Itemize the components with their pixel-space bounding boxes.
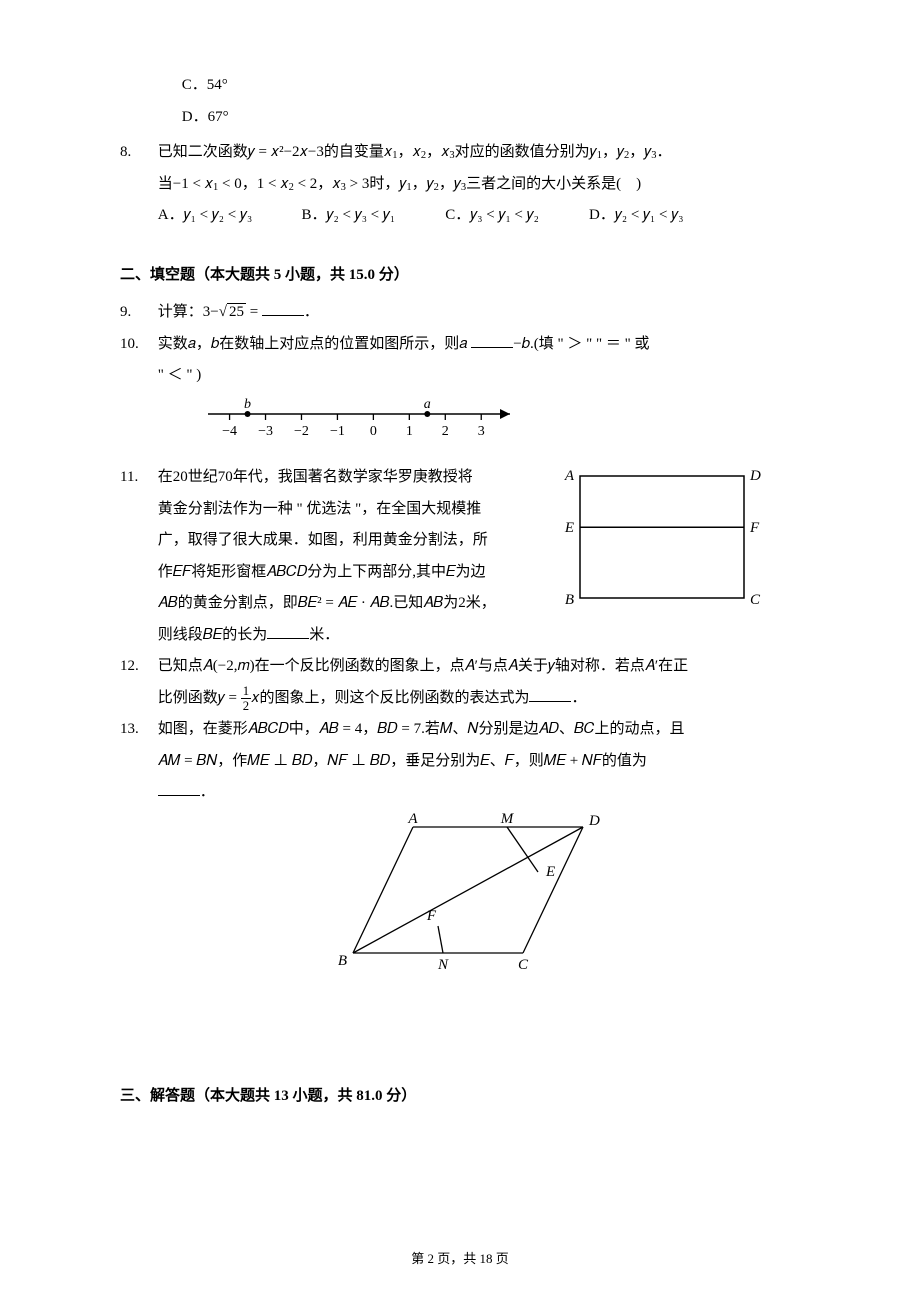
blank-input[interactable] bbox=[158, 780, 200, 796]
svg-text:a: a bbox=[424, 398, 431, 412]
q13-number: 13. bbox=[120, 714, 154, 746]
option-d-text[interactable]: D．67° bbox=[182, 102, 229, 134]
q12-number: 12. bbox=[120, 651, 154, 683]
q8-stem: 已知二次函数𝑦 = 𝑥²−2𝑥−3的自变量𝑥1，𝑥2，𝑥3对应的函数值分别为𝑦1… bbox=[158, 144, 672, 160]
svg-text:B: B bbox=[564, 592, 573, 608]
q10: 10. 实数𝑎，𝑏在数轴上对应点的位置如图所示，则𝑎 −𝑏.(填 " ＞ " "… bbox=[120, 329, 800, 463]
svg-text:C: C bbox=[750, 592, 761, 608]
q10-number: 10. bbox=[120, 329, 154, 361]
svg-text:1: 1 bbox=[406, 424, 413, 439]
svg-text:b: b bbox=[244, 398, 251, 412]
page-footer: 第 2 页，共 18 页 bbox=[0, 1245, 920, 1272]
section-2-title: 二、填空题（本大题共 5 小题，共 15.0 分） bbox=[120, 260, 800, 292]
q10-body: 实数𝑎，𝑏在数轴上对应点的位置如图所示，则𝑎 −𝑏.(填 " ＞ " " ＝ "… bbox=[158, 329, 788, 463]
q8-opt-a[interactable]: A．𝑦₁ < 𝑦₂ < 𝑦₃ bbox=[158, 200, 298, 232]
svg-text:F: F bbox=[749, 520, 760, 536]
svg-text:0: 0 bbox=[370, 424, 377, 439]
svg-text:E: E bbox=[563, 520, 573, 536]
svg-text:−1: −1 bbox=[330, 424, 345, 439]
svg-text:E: E bbox=[545, 864, 555, 880]
svg-text:C: C bbox=[518, 957, 529, 973]
q9-number: 9. bbox=[120, 297, 154, 329]
blank-input[interactable] bbox=[529, 686, 571, 702]
q11-number: 11. bbox=[120, 462, 154, 494]
q7-option-d: D．67° bbox=[120, 102, 800, 134]
q7-option-c: C．54° bbox=[120, 70, 800, 102]
sqrt-icon: √25 bbox=[219, 303, 246, 320]
svg-text:A: A bbox=[407, 813, 418, 827]
svg-text:M: M bbox=[500, 813, 515, 827]
fraction-one-half: 12 bbox=[241, 684, 251, 713]
q9: 9. 计算：3−√25 = ． bbox=[120, 297, 800, 329]
option-c-text[interactable]: C．54° bbox=[182, 70, 228, 102]
svg-text:3: 3 bbox=[477, 424, 484, 439]
q8-options: A．𝑦₁ < 𝑦₂ < 𝑦₃ B．𝑦₂ < 𝑦₃ < 𝑦₁ C．𝑦₃ < 𝑦₁ … bbox=[158, 207, 729, 223]
blank-input[interactable] bbox=[267, 623, 309, 639]
q13-figure: A M D E F B N C bbox=[158, 813, 788, 986]
q13-body: 如图，在菱形𝐴𝐵𝐶𝐷中，𝐴𝐵 = 4，𝐵𝐷 = 7.若𝑀、𝑁分别是边𝐴𝐷、𝐵𝐶上… bbox=[158, 714, 788, 985]
svg-text:F: F bbox=[426, 908, 437, 924]
q8-opt-b[interactable]: B．𝑦₂ < 𝑦₃ < 𝑦₁ bbox=[302, 200, 442, 232]
q8: 8. 已知二次函数𝑦 = 𝑥²−2𝑥−3的自变量𝑥1，𝑥2，𝑥3对应的函数值分别… bbox=[120, 137, 800, 232]
svg-text:D: D bbox=[588, 813, 600, 829]
q8-body: 已知二次函数𝑦 = 𝑥²−2𝑥−3的自变量𝑥1，𝑥2，𝑥3对应的函数值分别为𝑦1… bbox=[158, 137, 788, 232]
section-3-title: 三、解答题（本大题共 13 小题，共 81.0 分） bbox=[120, 1081, 800, 1113]
q11-figure: A D E F B C bbox=[562, 462, 782, 645]
q8-number: 8. bbox=[120, 137, 154, 169]
q11: 11. 在20世纪70年代，我国著名数学家华罗庚教授将 黄金分割法作为一种 " … bbox=[120, 462, 800, 651]
svg-text:B: B bbox=[338, 953, 347, 969]
svg-text:N: N bbox=[437, 957, 449, 973]
svg-text:A: A bbox=[563, 468, 574, 484]
svg-text:−3: −3 bbox=[258, 424, 273, 439]
svg-text:2: 2 bbox=[442, 424, 449, 439]
q8-cond: 当−1 < 𝑥1 < 0，1 < 𝑥2 < 2，𝑥3 > 3时，𝑦1，𝑦2，𝑦3… bbox=[158, 176, 641, 192]
q9-body: 计算：3−√25 = ． bbox=[158, 297, 788, 329]
svg-text:−4: −4 bbox=[222, 424, 237, 439]
number-line-figure: −4 −3 −2 −1 0 1 2 3 b a bbox=[198, 398, 788, 457]
q12: 12. 已知点𝐴(−2,𝑚)在一个反比例函数的图象上，点𝐴′与点𝐴关于𝑦轴对称．… bbox=[120, 651, 800, 714]
svg-text:D: D bbox=[749, 468, 761, 484]
blank-input[interactable] bbox=[471, 332, 513, 348]
blank-input[interactable] bbox=[262, 300, 304, 316]
q8-opt-d[interactable]: D．𝑦₂ < 𝑦₁ < 𝑦₃ bbox=[589, 200, 729, 232]
q12-body: 已知点𝐴(−2,𝑚)在一个反比例函数的图象上，点𝐴′与点𝐴关于𝑦轴对称．若点𝐴′… bbox=[158, 651, 788, 714]
q13: 13. 如图，在菱形𝐴𝐵𝐶𝐷中，𝐴𝐵 = 4，𝐵𝐷 = 7.若𝑀、𝑁分别是边𝐴𝐷… bbox=[120, 714, 800, 985]
q11-body: 在20世纪70年代，我国著名数学家华罗庚教授将 黄金分割法作为一种 " 优选法 … bbox=[158, 462, 538, 651]
svg-text:−2: −2 bbox=[294, 424, 309, 439]
q8-opt-c[interactable]: C．𝑦₃ < 𝑦₁ < 𝑦₂ bbox=[445, 200, 585, 232]
